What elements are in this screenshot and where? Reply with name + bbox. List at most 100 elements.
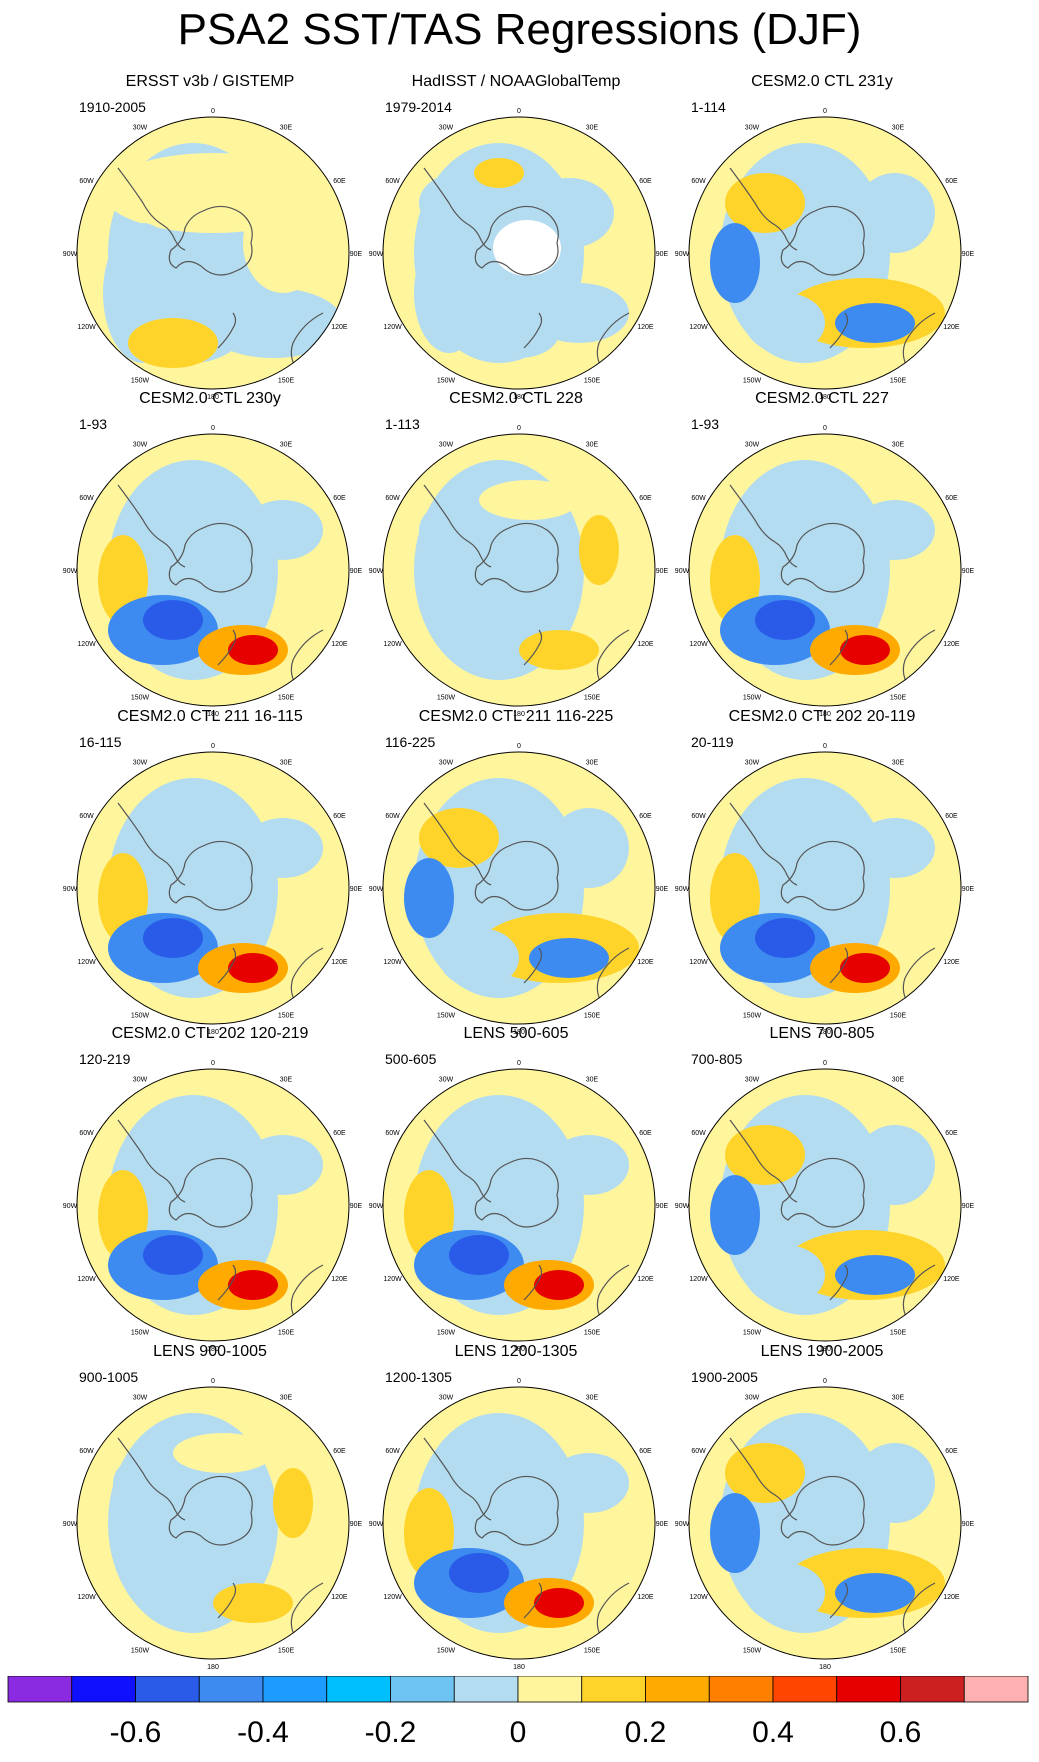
new-zealand-coastline <box>829 1582 849 1619</box>
panel-title: CESM2.0 CTL 211 116-225 <box>418 708 614 725</box>
colorbar-swatch <box>645 1676 710 1703</box>
longitude-label: 30W <box>133 1077 148 1084</box>
longitude-label: 120W <box>383 959 402 966</box>
longitude-label: 30W <box>133 760 148 767</box>
panel-period: 900-1005 <box>79 1369 139 1385</box>
map-border <box>76 1068 350 1342</box>
longitude-label: 30E <box>892 442 905 449</box>
map-border <box>76 116 350 390</box>
longitude-label: 120E <box>943 641 960 648</box>
longitude-label: 120W <box>77 959 96 966</box>
colorbar-swatch <box>453 1676 519 1703</box>
panel-period: 700-805 <box>691 1051 743 1067</box>
antarctica-coastline <box>780 1157 865 1228</box>
longitude-label: 60W <box>79 813 94 820</box>
panel-period: 20-119 <box>691 734 734 750</box>
longitude-label: 120E <box>637 1276 654 1283</box>
longitude-label: 150W <box>437 1012 456 1019</box>
new-zealand-coastline <box>523 312 543 349</box>
longitude-label: 90W <box>369 568 384 575</box>
panel-period: 1-113 <box>385 416 420 432</box>
panel-period: 16-115 <box>79 734 122 750</box>
longitude-label: 30W <box>745 760 760 767</box>
longitude-label: 60E <box>945 1448 958 1455</box>
longitude-label: 0 <box>517 1060 521 1067</box>
longitude-label: 30W <box>133 442 148 449</box>
longitude-label: 120W <box>77 1594 96 1601</box>
contour-region <box>143 600 203 640</box>
contour-region <box>549 1453 629 1513</box>
contour-region <box>243 500 323 560</box>
longitude-label: 120W <box>689 641 708 648</box>
longitude-label: 90E <box>350 251 363 258</box>
panel-title: CESM2.0 CTL 227 <box>755 390 889 407</box>
longitude-label: 90E <box>656 886 669 893</box>
south-america-coastline <box>117 1437 186 1521</box>
longitude-label: 90W <box>369 1203 384 1210</box>
map-border <box>76 751 350 1025</box>
longitude-label: 90W <box>369 251 384 258</box>
longitude-label: 60E <box>945 1130 958 1137</box>
polar-map: 0 30E 60E 90E 120E 150E 180 150W 120W 90W 60W 30W <box>675 108 975 401</box>
longitude-label: 60W <box>691 1130 706 1137</box>
panel-period: 1-93 <box>79 416 108 432</box>
panel-period: 1979-2014 <box>385 99 452 115</box>
longitude-label: 180 <box>819 394 831 401</box>
longitude-label: 90W <box>63 1521 78 1528</box>
longitude-label: 60W <box>691 178 706 185</box>
new-zealand-coastline <box>829 312 849 349</box>
longitude-label: 120E <box>331 324 348 331</box>
longitude-label: 150W <box>743 1647 762 1654</box>
longitude-label: 150E <box>584 694 601 701</box>
contour-region <box>203 288 343 358</box>
map-border <box>76 433 350 707</box>
colorbar-swatch <box>772 1676 838 1703</box>
longitude-label: 90E <box>962 251 975 258</box>
polar-map: 0 30E 60E 90E 120E 150E 180 150W 120W 90W 60W 30W <box>675 1060 975 1353</box>
longitude-label: 90E <box>962 1521 975 1528</box>
longitude-label: 120W <box>383 641 402 648</box>
longitude-label: 180 <box>513 1664 525 1671</box>
contour-region <box>273 1468 313 1538</box>
panel-title: LENS 1900-2005 <box>760 1343 884 1360</box>
polar-map: 0 30E 60E 90E 120E 150E 180 150W 120W 90W 60W 30W <box>675 1378 975 1671</box>
contour-region <box>143 918 203 958</box>
longitude-label: 90W <box>63 1203 78 1210</box>
contour-region <box>765 803 825 853</box>
contour-region <box>549 808 629 888</box>
longitude-label: 0 <box>211 1378 215 1385</box>
antarctica-coastline <box>474 522 559 593</box>
longitude-label: 60W <box>79 1448 94 1455</box>
antarctica-coastline <box>474 840 559 911</box>
antarctica-coastline <box>168 205 253 276</box>
longitude-label: 30W <box>745 1077 760 1084</box>
longitude-label: 30W <box>439 760 454 767</box>
longitude-label: 120E <box>943 959 960 966</box>
contour-region <box>835 303 915 343</box>
longitude-label: 0 <box>823 1060 827 1067</box>
antarctica-coastline <box>780 522 865 593</box>
contour-region <box>549 1135 629 1195</box>
polar-map: 0 30E 60E 90E 120E 150E 180 150W 120W 90W 60W 30W <box>63 108 363 401</box>
longitude-label: 0 <box>517 743 521 750</box>
polar-map: 0 30E 60E 90E 120E 150E 180 150W 120W 90W 60W 30W <box>63 425 363 718</box>
antarctica-mask <box>493 220 561 276</box>
south-america-coastline <box>423 802 492 886</box>
new-zealand-coastline <box>217 629 237 666</box>
longitude-label: 30W <box>133 1395 148 1402</box>
longitude-label: 60W <box>385 495 400 502</box>
panel-title: CESM2.0 CTL 230y <box>139 390 281 407</box>
contour-region <box>745 1245 825 1305</box>
contour-region <box>534 1588 584 1618</box>
antarctica-coastline <box>168 840 253 911</box>
colorbar-swatch <box>326 1676 391 1703</box>
longitude-label: 0 <box>211 108 215 115</box>
longitude-label: 60E <box>945 495 958 502</box>
contour-region <box>745 293 825 353</box>
longitude-label: 0 <box>823 425 827 432</box>
panel-period: 500-605 <box>385 1051 437 1067</box>
contour-region <box>855 173 935 253</box>
longitude-label: 30E <box>892 1077 905 1084</box>
longitude-label: 30E <box>892 125 905 132</box>
antarctica-coastline <box>474 1475 559 1546</box>
